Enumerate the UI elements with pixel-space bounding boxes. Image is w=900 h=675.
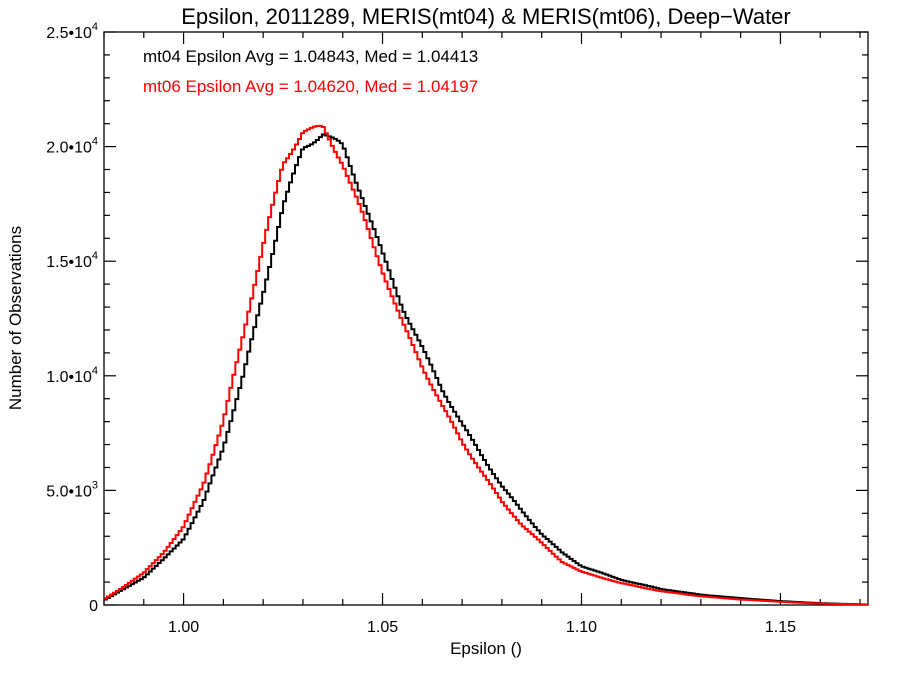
x-tick-label: 1.05	[367, 619, 398, 636]
chart-title: Epsilon, 2011289, MERIS(mt04) & MERIS(mt…	[181, 4, 791, 29]
annotation-mt04: mt04 Epsilon Avg = 1.04843, Med = 1.0441…	[143, 47, 478, 66]
series-layer	[104, 124, 868, 606]
axis-ticks: 1.00 1.05 1.10 1.15 0 5.0•103 1.0•104 1.5•104 2.…	[46, 21, 868, 636]
y-axis-label: Number of Observations	[6, 226, 25, 410]
x-tick-label: 1.15	[765, 619, 796, 636]
y-tick-label: 5.0•103	[46, 479, 98, 500]
y-tick-label: 1.0•104	[46, 365, 98, 386]
x-tick-label: 1.10	[566, 619, 597, 636]
y-tick-label: 0	[89, 598, 98, 615]
series-line-mt06	[104, 124, 868, 606]
x-axis-label: Epsilon ()	[450, 639, 522, 658]
y-tick-label: 1.5•104	[46, 250, 98, 271]
annotation-mt06: mt06 Epsilon Avg = 1.04620, Med = 1.0419…	[143, 77, 478, 96]
y-tick-label: 2.5•104	[46, 21, 98, 42]
plot-frame	[103, 31, 869, 606]
x-tick-label: 1.00	[168, 619, 199, 636]
series-line-mt04	[104, 133, 868, 606]
y-tick-label: 2.0•104	[46, 136, 98, 157]
